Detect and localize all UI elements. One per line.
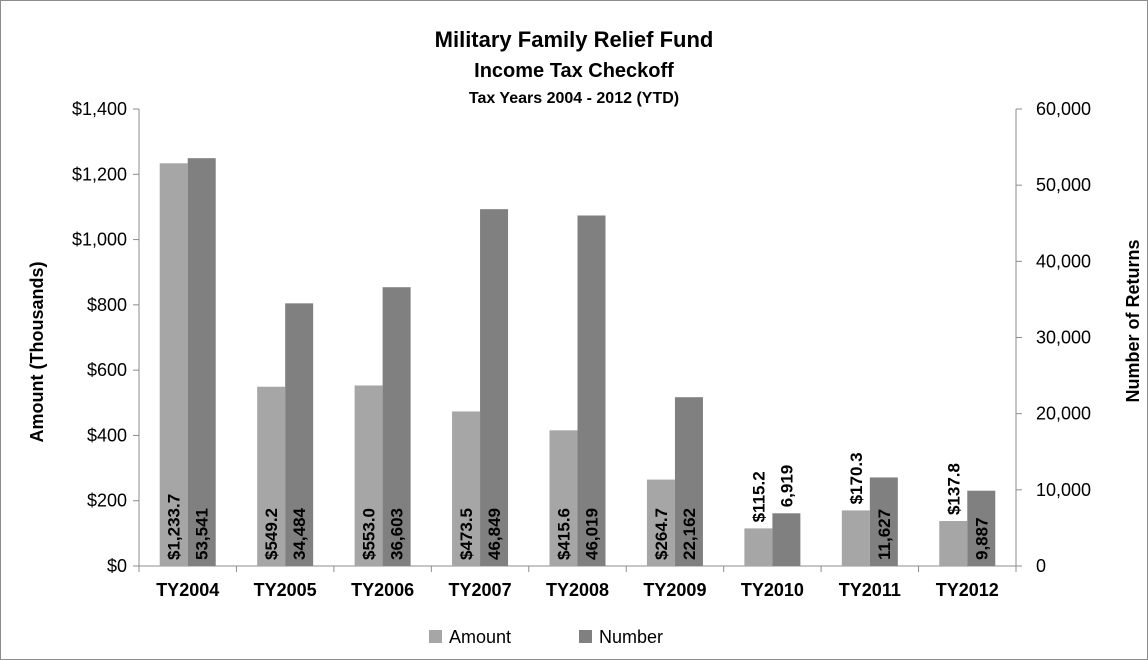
category-label: TY2005 (254, 580, 317, 600)
bar-amount (452, 411, 481, 566)
bar-number (382, 287, 411, 566)
bar-amount (646, 479, 675, 566)
bar-number (674, 397, 703, 566)
left-tick-label: $600 (87, 360, 127, 380)
bar-number (577, 215, 606, 566)
right-tick-label: 30,000 (1036, 328, 1091, 348)
data-label-number: 6,919 (777, 465, 796, 508)
data-label-amount: $1,233.7 (165, 494, 184, 560)
bar-number (480, 209, 509, 566)
right-tick-label: 10,000 (1036, 480, 1091, 500)
chart-subtitle: Income Tax Checkoff (474, 60, 674, 82)
legend-label-number: Number (599, 627, 663, 647)
bar-number (772, 513, 801, 566)
left-tick-label: $1,200 (72, 164, 127, 184)
data-label-amount: $553.0 (360, 508, 379, 560)
data-label-amount: $170.3 (847, 452, 866, 504)
data-label-number: 53,541 (193, 508, 212, 560)
chart-title: Military Family Relief Fund (435, 27, 714, 52)
data-label-amount: $415.6 (555, 508, 574, 560)
data-labels: $1,233.7 53,541 $549.2 34,484 $553.0 36,603 $4… (165, 452, 992, 560)
left-tick-label: $0 (107, 556, 127, 576)
data-label-amount: $137.8 (944, 463, 963, 515)
right-tick-label: 50,000 (1036, 175, 1091, 195)
left-tick-label: $1,000 (72, 230, 127, 250)
bars (159, 158, 996, 566)
category-label: TY2011 (839, 580, 901, 600)
category-label: TY2007 (449, 580, 512, 600)
bar-amount (159, 163, 188, 566)
legend: Amount Number (429, 627, 663, 647)
bar-amount (354, 385, 383, 566)
left-tick-label: $800 (87, 295, 127, 315)
right-tick-label: 20,000 (1036, 404, 1091, 424)
legend-swatch-amount (429, 630, 442, 643)
right-tick-label: 40,000 (1036, 251, 1091, 271)
bar-amount (841, 510, 870, 566)
bar-number (285, 303, 314, 566)
right-tick-label: 60,000 (1036, 99, 1091, 119)
data-label-amount: $115.2 (749, 471, 768, 522)
data-label-amount: $264.7 (652, 508, 671, 560)
data-label-number: 22,162 (680, 508, 699, 560)
category-label: TY2006 (351, 580, 414, 600)
bar-amount (257, 386, 286, 566)
left-tick-label: $1,400 (72, 99, 127, 119)
left-tick-label: $200 (87, 491, 127, 511)
data-label-amount: $549.2 (262, 508, 281, 560)
bar-amount (549, 430, 578, 566)
data-label-number: 36,603 (388, 508, 407, 560)
bar-number (869, 477, 898, 566)
data-label-number: 46,019 (583, 508, 602, 560)
data-label-number: 9,887 (972, 517, 991, 560)
bar-number (187, 158, 216, 566)
bar-amount (939, 521, 968, 566)
legend-swatch-number (579, 630, 592, 643)
data-label-number: 34,484 (290, 507, 309, 560)
bar-amount (744, 528, 773, 566)
legend-label-amount: Amount (449, 627, 511, 647)
category-label: TY2010 (741, 580, 804, 600)
tick-labels: $0 $200 $400 $600 $800 $1,000 $1,200 $1,400 0 10,… (72, 99, 1091, 600)
category-label: TY2008 (546, 580, 609, 600)
data-label-amount: $473.5 (457, 508, 476, 560)
bar-number (967, 490, 996, 566)
category-label: TY2009 (643, 580, 706, 600)
category-label: TY2012 (936, 580, 999, 600)
left-tick-label: $400 (87, 425, 127, 445)
right-tick-label: 0 (1036, 556, 1046, 576)
chart-subtitle-years: Tax Years 2004 - 2012 (YTD) (469, 90, 679, 107)
right-axis-title: Number of Returns (1123, 239, 1143, 402)
data-label-number: 11,627 (875, 509, 894, 560)
left-axis-title: Amount (Thousands) (27, 262, 47, 443)
data-label-number: 46,849 (485, 508, 504, 560)
category-label: TY2004 (156, 580, 219, 600)
